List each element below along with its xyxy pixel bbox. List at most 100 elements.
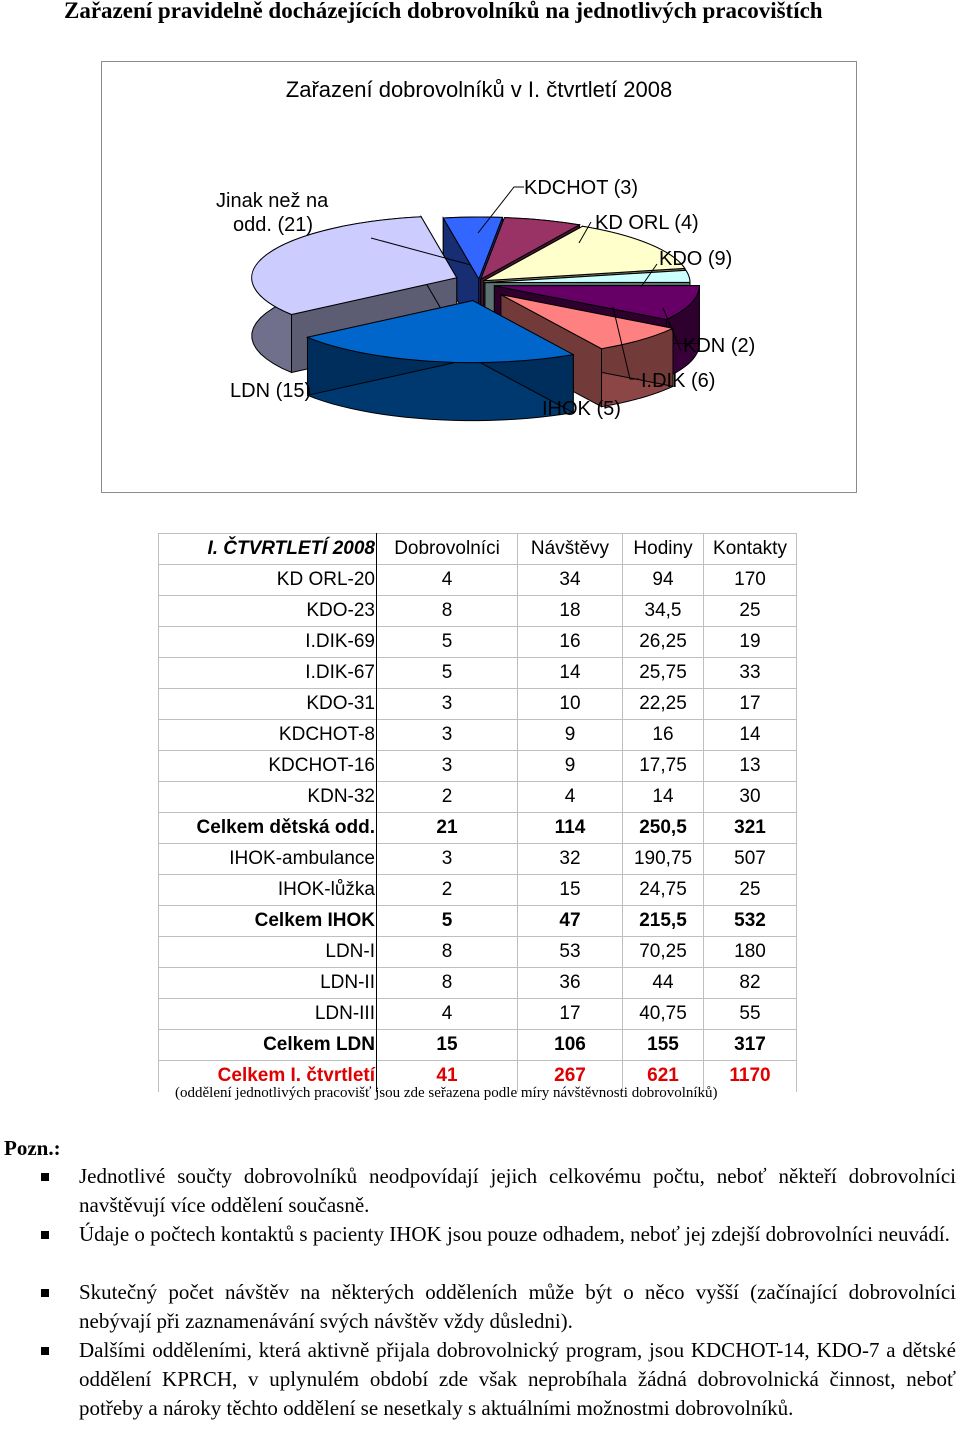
table-cell: 24,75 xyxy=(622,874,704,906)
table-cell: 8 xyxy=(376,595,518,627)
table-row: LDN-III 4 17 40,75 55 xyxy=(158,998,797,1030)
row-label: Celkem dětská odd. xyxy=(158,812,377,844)
row-label: Celkem IHOK xyxy=(158,905,377,937)
pie-slice xyxy=(479,217,581,281)
table-cell: 9 xyxy=(517,750,623,782)
table-row: KD ORL-20 4 34 94 170 xyxy=(158,564,797,596)
table-cell: 321 xyxy=(703,812,797,844)
pie-tops xyxy=(251,216,700,364)
table-cell: 14 xyxy=(703,719,797,751)
stats-table: I. ČTVRTLETÍ 2008 Dobrovolníci Návštěvy Hod… xyxy=(158,533,797,1092)
bullet-icon xyxy=(41,1347,49,1355)
table-cell: 2 xyxy=(376,874,518,906)
table-cell: 215,5 xyxy=(622,905,704,937)
label-kdo: KDO (9) xyxy=(659,248,732,270)
table-cell: 36 xyxy=(517,967,623,999)
label-idik: I.DIK (6) xyxy=(641,370,715,392)
table-row: LDN-I 8 53 70,25 180 xyxy=(158,936,797,968)
table-cell: 94 xyxy=(622,564,704,596)
table-cell: 190,75 xyxy=(622,843,704,875)
table-cell: 267 xyxy=(517,1060,623,1092)
label-kdorl: KD ORL (4) xyxy=(595,212,699,234)
table-cell: 41 xyxy=(376,1060,518,1092)
row-label: Celkem LDN xyxy=(158,1029,377,1061)
table-cell: 250,5 xyxy=(622,812,704,844)
table-cell: 53 xyxy=(517,936,623,968)
row-label: KD ORL-20 xyxy=(158,564,377,596)
chart-title: Zařazení dobrovolníků v I. čtvrtletí 200… xyxy=(286,77,672,102)
label-jinak-1: Jinak než na xyxy=(216,190,329,212)
table-row: I.DIK-67 5 14 25,75 33 xyxy=(158,657,797,689)
table-cell: 2 xyxy=(376,781,518,813)
notes-title: Pozn.: xyxy=(4,1136,61,1160)
table-cell: 621 xyxy=(622,1060,704,1092)
row-label: IHOK-ambulance xyxy=(158,843,377,875)
table-row: Celkem IHOK 5 47 215,5 532 xyxy=(158,905,797,937)
note-item: Jednotlivé součty dobrovolníků neodpovíd… xyxy=(79,1164,956,1217)
table-row: I.DIK-69 5 16 26,25 19 xyxy=(158,626,797,658)
table-cell: 25,75 xyxy=(622,657,704,689)
table-cell: 507 xyxy=(703,843,797,875)
table-cell: 40,75 xyxy=(622,998,704,1030)
table-cell: 8 xyxy=(376,936,518,968)
table-row: Celkem LDN 15 106 155 317 xyxy=(158,1029,797,1061)
table-cell: 17 xyxy=(517,998,623,1030)
table-cell: 5 xyxy=(376,657,518,689)
chart-frame xyxy=(101,61,857,493)
page-heading: Zařazení pravidelně docházejících dobrov… xyxy=(64,0,823,23)
table-cell: 19 xyxy=(703,626,797,658)
table-row: IHOK-ambulance 3 32 190,75 507 xyxy=(158,843,797,875)
header-cell: Kontakty xyxy=(703,533,797,565)
row-label: Celkem I. čtvrtletí xyxy=(158,1060,377,1092)
table-row: KDO-31 3 10 22,25 17 xyxy=(158,688,797,720)
row-label: LDN-I xyxy=(158,936,377,968)
table-header-row: I. ČTVRTLETÍ 2008 Dobrovolníci Návštěvy Hod… xyxy=(158,533,797,565)
label-kdchot: KDCHOT (3) xyxy=(524,177,638,199)
row-label: LDN-III xyxy=(158,998,377,1030)
header-cell: Návštěvy xyxy=(517,533,623,565)
row-label: I.DIK-69 xyxy=(158,626,377,658)
label-jinak-2: odd. (21) xyxy=(233,214,313,236)
table-row: IHOK-lůžka 2 15 24,75 25 xyxy=(158,874,797,906)
pie-slice xyxy=(483,225,686,282)
table-cell: 30 xyxy=(703,781,797,813)
table-cell: 82 xyxy=(703,967,797,999)
label-kdn: KDN (2) xyxy=(683,335,755,357)
table-cell: 34,5 xyxy=(622,595,704,627)
table-cell: 170 xyxy=(703,564,797,596)
table-cell: 10 xyxy=(517,688,623,720)
table-cell: 9 xyxy=(517,719,623,751)
table-cell: 47 xyxy=(517,905,623,937)
table-cell: 114 xyxy=(517,812,623,844)
table-cell: 25 xyxy=(703,874,797,906)
table-cell: 14 xyxy=(622,781,704,813)
table-cell: 44 xyxy=(622,967,704,999)
table-cell: 16 xyxy=(622,719,704,751)
table-cell: 70,25 xyxy=(622,936,704,968)
table-cell: 3 xyxy=(376,719,518,751)
table-cell: 8 xyxy=(376,967,518,999)
header-cell: Dobrovolníci xyxy=(376,533,518,565)
table-cell: 3 xyxy=(376,843,518,875)
table-cell: 5 xyxy=(376,905,518,937)
pie-slice xyxy=(484,269,691,284)
table-cell: 18 xyxy=(517,595,623,627)
table-cell: 17,75 xyxy=(622,750,704,782)
row-label: KDCHOT-16 xyxy=(158,750,377,782)
pie-chart: Zařazení dobrovolníků v I. čtvrtletí 200… xyxy=(216,77,755,422)
table-cell: 14 xyxy=(517,657,623,689)
row-label: KDO-31 xyxy=(158,688,377,720)
row-label: KDN-32 xyxy=(158,781,377,813)
table-cell: 5 xyxy=(376,626,518,658)
note-item: Skutečný počet návštěv na některých oddě… xyxy=(79,1280,956,1333)
table-note: (oddělení jednotlivých pracovišť jsou zd… xyxy=(175,1085,718,1101)
label-ldn: LDN (15) xyxy=(230,380,311,402)
table-cell: 3 xyxy=(376,750,518,782)
header-cell: Hodiny xyxy=(622,533,704,565)
bullet-icon xyxy=(41,1173,49,1181)
table-cell: 317 xyxy=(703,1029,797,1061)
table-cell: 155 xyxy=(622,1029,704,1061)
table-cell: 15 xyxy=(376,1029,518,1061)
row-label: KDCHOT-8 xyxy=(158,719,377,751)
header-cell: I. ČTVRTLETÍ 2008 xyxy=(158,533,377,565)
